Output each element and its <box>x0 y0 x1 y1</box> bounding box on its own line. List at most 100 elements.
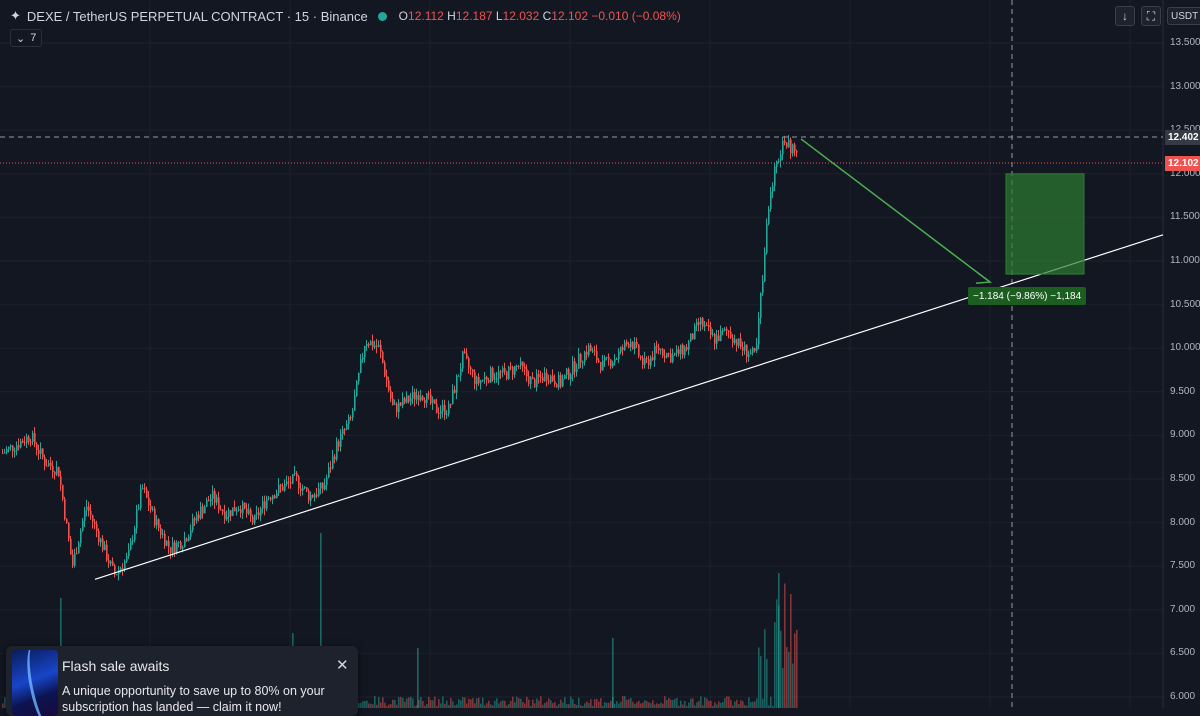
price-axis-label: 6.000 <box>1170 691 1196 702</box>
candle <box>466 353 468 359</box>
candle <box>76 553 78 555</box>
candle <box>456 375 458 393</box>
candle <box>176 542 178 553</box>
candle <box>40 448 42 454</box>
candle <box>86 506 88 511</box>
candle <box>662 349 664 356</box>
candle <box>298 476 300 489</box>
candle <box>266 498 268 509</box>
candle <box>146 489 148 498</box>
volume-bar <box>796 629 798 708</box>
candle <box>706 325 708 327</box>
candle <box>8 446 10 450</box>
volume-bar <box>590 699 592 708</box>
candle <box>98 530 100 543</box>
volume-bar <box>430 700 432 708</box>
candle <box>310 494 312 501</box>
volume-bar <box>466 703 468 708</box>
candle <box>676 349 678 354</box>
indicators-toggle[interactable]: ⌄ 7 <box>10 29 43 47</box>
candle <box>174 542 176 553</box>
candle <box>90 510 92 516</box>
volume-bar <box>752 701 754 708</box>
candle <box>82 520 84 531</box>
candle <box>758 318 760 345</box>
candle <box>224 511 226 520</box>
symbol-title[interactable]: DEXE / TetherUS PERPETUAL CONTRACT · 15 … <box>26 8 368 24</box>
volume-bar <box>716 704 718 708</box>
candle <box>418 395 420 401</box>
candle <box>412 392 414 399</box>
volume-bar <box>434 696 436 708</box>
volume-bar <box>678 705 680 708</box>
volume-bar <box>482 697 484 708</box>
volume-bar <box>784 583 786 708</box>
candle <box>780 154 782 161</box>
volume-bar <box>728 696 730 708</box>
candle <box>618 351 620 359</box>
volume-bar <box>620 701 622 708</box>
candle <box>268 497 270 499</box>
currency-select[interactable]: USDT ▾ <box>1167 7 1200 25</box>
price-axis-label: 8.000 <box>1170 516 1196 528</box>
candle <box>548 380 550 383</box>
download-button[interactable]: ↓ <box>1115 6 1135 26</box>
volume-bar <box>530 705 532 708</box>
candle <box>602 360 604 371</box>
volume-bar <box>454 705 456 708</box>
volume-bar <box>644 700 646 708</box>
volume-bar <box>774 622 776 708</box>
candle <box>530 377 532 384</box>
candle <box>620 347 622 352</box>
volume-bar <box>538 700 540 708</box>
candle <box>194 518 196 521</box>
candle <box>588 345 590 355</box>
volume-bar <box>462 697 464 708</box>
volume-bar <box>504 700 506 708</box>
volume-bar <box>646 701 648 708</box>
volume-bar <box>488 700 490 708</box>
volume-bar <box>394 699 396 708</box>
candle <box>672 355 674 363</box>
volume-bar <box>596 699 598 708</box>
volume-bar <box>618 703 620 708</box>
close-icon[interactable]: ✕ <box>336 657 349 674</box>
candle <box>292 474 294 484</box>
candle <box>394 403 396 405</box>
candle <box>478 376 480 384</box>
candle <box>572 361 574 375</box>
candle <box>678 349 680 354</box>
fullscreen-icon: ⛶ <box>1146 8 1156 23</box>
volume-bar <box>360 702 362 708</box>
volume-bar <box>722 702 724 708</box>
candle <box>216 497 218 503</box>
candle <box>500 371 502 373</box>
volume-bar <box>460 700 462 708</box>
candle <box>2 452 4 454</box>
volume-bar <box>458 699 460 708</box>
candle <box>480 380 482 384</box>
fullscreen-button[interactable]: ⛶ <box>1141 6 1161 26</box>
candle <box>410 398 412 402</box>
volume-bar <box>380 702 382 708</box>
candle <box>218 497 220 510</box>
candle <box>636 341 638 345</box>
candle <box>746 344 748 357</box>
volume-bar <box>484 705 486 708</box>
volume-bar <box>664 696 666 708</box>
candle <box>110 561 112 564</box>
volume-bar <box>526 696 528 708</box>
flash-sale-toast[interactable]: Flash sale awaits A unique opportunity t… <box>6 646 358 716</box>
candle <box>254 514 256 523</box>
volume-bar <box>476 698 478 708</box>
volume-bar <box>634 703 636 708</box>
candle <box>546 372 548 381</box>
candle <box>348 417 350 424</box>
candle <box>126 556 128 562</box>
volume-bar <box>444 703 446 708</box>
candle <box>694 325 696 340</box>
volume-bar <box>642 702 644 708</box>
volume-bar <box>762 698 764 708</box>
volume-bar <box>494 700 496 708</box>
